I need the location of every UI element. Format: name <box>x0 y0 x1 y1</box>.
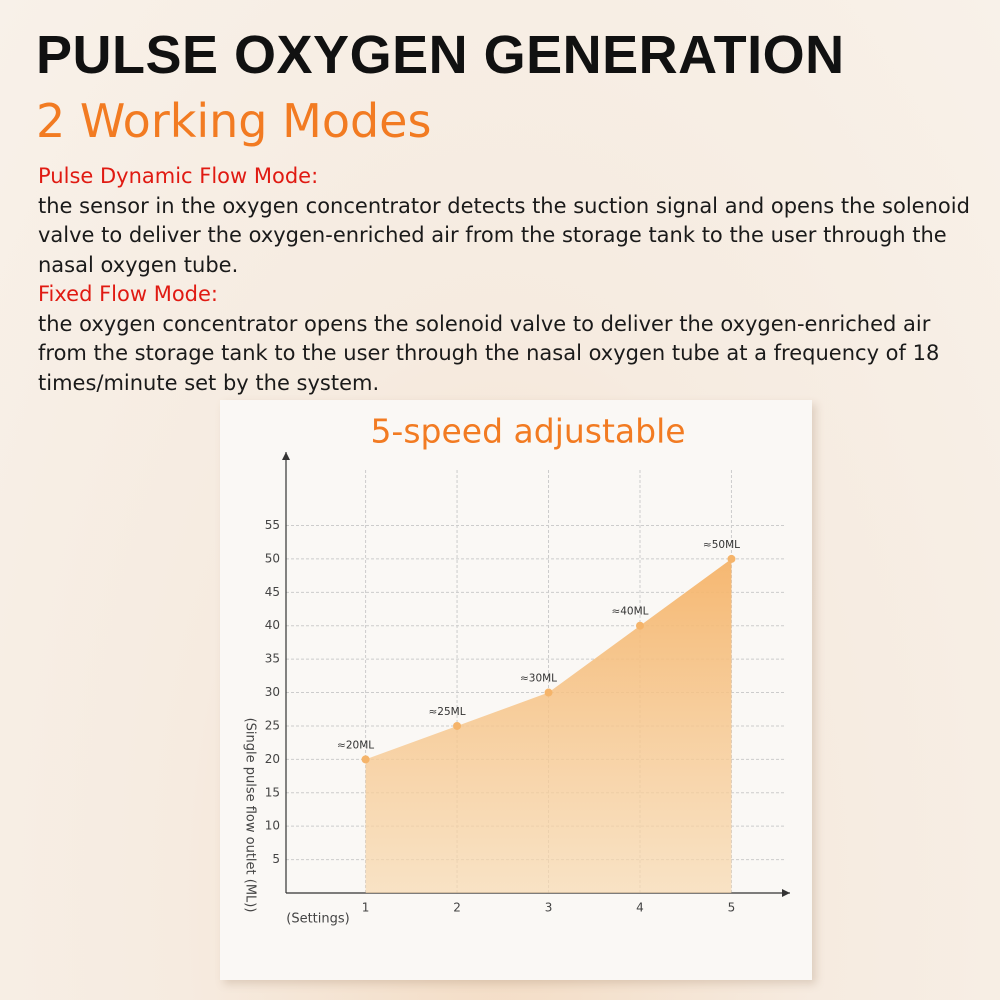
y-tick-label: 10 <box>265 819 280 833</box>
y-axis-label: (Single pulse flow outlet (ML)) <box>243 718 258 913</box>
data-point <box>361 755 370 764</box>
data-point <box>727 554 736 563</box>
value-label: ≈30ML <box>520 673 557 685</box>
page-title: PULSE OXYGEN GENERATION <box>36 25 845 85</box>
y-tick-label: 5 <box>272 852 280 866</box>
y-axis-arrow <box>282 452 290 460</box>
y-tick-label: 35 <box>265 652 280 666</box>
data-point <box>544 688 553 697</box>
y-tick-label: 50 <box>265 551 280 565</box>
area <box>365 558 732 893</box>
chart-card: 5-speed adjustable (Settings) (Single pu… <box>220 400 812 980</box>
x-tick-label: 5 <box>728 901 736 915</box>
x-tick-label: 2 <box>453 901 461 915</box>
value-label: ≈25ML <box>429 706 466 718</box>
mode-name: Pulse Dynamic Flow Mode: <box>38 164 319 188</box>
value-label: ≈50ML <box>703 539 740 551</box>
mode-description: the oxygen concentrator opens the soleno… <box>38 311 940 395</box>
y-tick-label: 20 <box>265 752 280 766</box>
x-tick-label: 4 <box>636 901 644 915</box>
x-axis-arrow <box>782 889 790 897</box>
mode-description: the sensor in the oxygen concentrator de… <box>38 193 970 277</box>
x-tick-label: 1 <box>362 901 370 915</box>
data-point <box>635 621 644 630</box>
data-point <box>453 721 462 730</box>
x-tick-label: 3 <box>545 901 553 915</box>
y-tick-label: 40 <box>265 618 280 632</box>
modes: Pulse Dynamic Flow Mode: the sensor in t… <box>38 162 973 398</box>
y-tick-label: 55 <box>265 518 280 532</box>
y-tick-label: 25 <box>265 718 280 732</box>
page-subtitle: 2 Working Modes <box>36 94 432 148</box>
value-label: ≈20ML <box>337 739 374 751</box>
chart-title: 5-speed adjustable <box>370 412 685 451</box>
y-tick-label: 45 <box>265 585 280 599</box>
y-tick-label: 15 <box>265 785 280 799</box>
mode-name: Fixed Flow Mode: <box>38 282 218 306</box>
y-tick-label: 30 <box>265 685 280 699</box>
chart: 5-speed adjustable (Settings) (Single pu… <box>243 412 790 927</box>
value-label: ≈40ML <box>611 606 648 618</box>
x-axis-label: (Settings) <box>286 912 349 927</box>
